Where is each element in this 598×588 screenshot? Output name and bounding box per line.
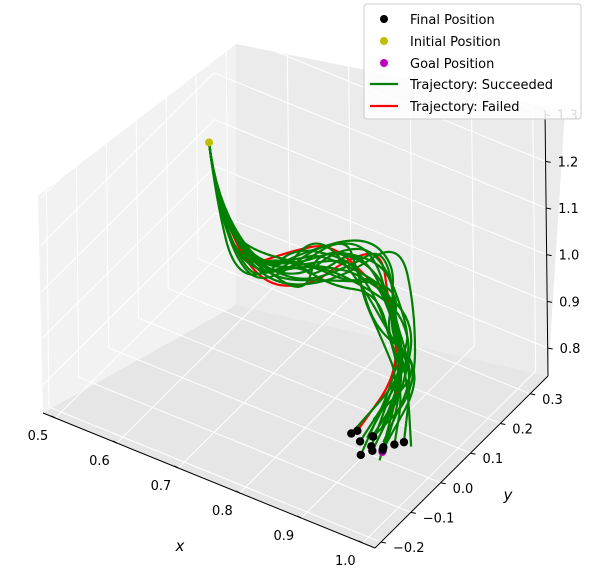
x-tick-label-5: 1.0 [335, 554, 356, 569]
trajectory-succeeded-15 [207, 142, 397, 461]
z-tick-mark-0 [547, 347, 553, 350]
z-tick-label-2: 1.0 [559, 249, 580, 264]
y-tick-label-3: 0.1 [482, 452, 503, 467]
grid-y-floor-2 [108, 347, 441, 484]
legend-label-goal: Goal Position [410, 57, 494, 72]
grid-z-left-wall-1 [41, 165, 216, 339]
y-axis-label: y [503, 486, 514, 504]
z-tick-mark-1 [547, 300, 553, 303]
z-tick-mark-4 [545, 160, 551, 163]
x-axis-line [42, 412, 376, 549]
grid-x-floor-0 [54, 245, 229, 419]
back-right-pane [236, 44, 565, 376]
grid-z-left-wall-4 [40, 25, 214, 199]
trajectories [207, 142, 417, 461]
grid-y-floor-3 [138, 317, 471, 454]
position-markers [205, 138, 409, 460]
grid-x-floor-2 [177, 295, 352, 469]
grid-x-wall-0 [225, 0, 229, 247]
legend-label-initial: Initial Position [410, 35, 501, 50]
y-tick-mark-4 [500, 422, 506, 425]
grid-x-wall-5 [532, 104, 537, 372]
legend: Final Position Initial Position Goal Pos… [363, 3, 582, 120]
grid-z-right-wall-1 [214, 165, 548, 302]
y-axis-line [374, 375, 549, 549]
grid-x-wall-1 [286, 4, 291, 272]
y-tick-label-1: −0.1 [423, 511, 455, 526]
trajectory-succeeded-17 [207, 142, 411, 443]
x-tick-label-4: 0.9 [274, 529, 295, 544]
grid-y-wall-0 [45, 141, 50, 408]
x-tick-label-3: 0.8 [212, 504, 233, 519]
z-tick-label-4: 1.2 [558, 155, 579, 170]
final-position-marker-10 [368, 432, 377, 441]
final-position-marker-7 [378, 445, 387, 455]
y-tick-label-5: 0.3 [542, 393, 563, 408]
grid-z-right-wall-3 [213, 72, 547, 209]
grid-y-floor-4 [168, 287, 501, 424]
x-tick-label-1: 0.6 [89, 454, 110, 469]
legend-marker-initial [380, 37, 388, 45]
y-tick-mark-2 [440, 482, 446, 485]
final-position-marker-6 [355, 437, 365, 446]
legend-label-final: Final Position [410, 13, 495, 28]
final-position-marker-4 [367, 442, 376, 451]
legend-label-succeeded: Trajectory: Succeeded [409, 78, 553, 93]
initial-position-marker [205, 138, 214, 147]
z-tick-mark-3 [546, 207, 552, 210]
legend-marker-final [380, 15, 388, 23]
trajectory-succeeded-14 [207, 142, 413, 447]
final-position-marker-5 [356, 450, 366, 460]
y-tick-label-4: 0.2 [512, 422, 533, 437]
grid-x-wall-4 [470, 79, 475, 347]
grid-z-right-wall-2 [214, 119, 547, 256]
grid-y-floor-5 [197, 258, 531, 395]
grid-y-floor-0 [48, 406, 382, 543]
y-tick-mark-1 [410, 511, 416, 514]
grid-y-wall-4 [164, 22, 169, 289]
grid-y-floor-1 [78, 376, 411, 513]
grid-x-floor-1 [116, 270, 291, 444]
grid-y-wall-3 [134, 52, 139, 319]
legend-label-failed: Trajectory: Failed [409, 100, 519, 115]
grid-z-left-wall-0 [42, 212, 217, 386]
legend-box [363, 3, 582, 120]
grid-y-wall-2 [105, 81, 110, 348]
z-tick-mark-2 [546, 254, 552, 257]
y-tick-mark-0 [380, 541, 387, 544]
z-tick-label-1: 0.9 [559, 295, 580, 310]
floor-pane [43, 305, 548, 548]
grid-y-wall-5 [194, 0, 199, 259]
grid-z-left-wall-3 [40, 72, 215, 246]
grid-z-left-wall-2 [41, 119, 215, 293]
y-tick-label-0: −0.2 [393, 541, 425, 556]
grid-z-left-wall-5 [39, 0, 194, 153]
final-position-marker-9 [390, 440, 399, 449]
y-tick-mark-3 [470, 452, 476, 455]
y-tick-mark-5 [530, 393, 536, 396]
final-position-marker-8 [399, 437, 409, 447]
z-axis-line [544, 109, 549, 377]
grid-x-floor-5 [362, 370, 537, 544]
z-tick-label-0: 0.8 [560, 342, 581, 357]
axes-lines [42, 109, 553, 549]
final-position-marker-11 [347, 429, 356, 438]
grid-x-floor-3 [239, 320, 414, 494]
z-tick-label-3: 1.1 [558, 202, 579, 217]
x-axis-label: x [175, 537, 185, 555]
grid-y-wall-1 [75, 111, 80, 378]
y-tick-label-2: 0.0 [453, 482, 474, 497]
x-tick-label-0: 0.5 [28, 429, 49, 444]
legend-marker-goal [380, 59, 388, 67]
x-tick-label-2: 0.7 [151, 479, 172, 494]
